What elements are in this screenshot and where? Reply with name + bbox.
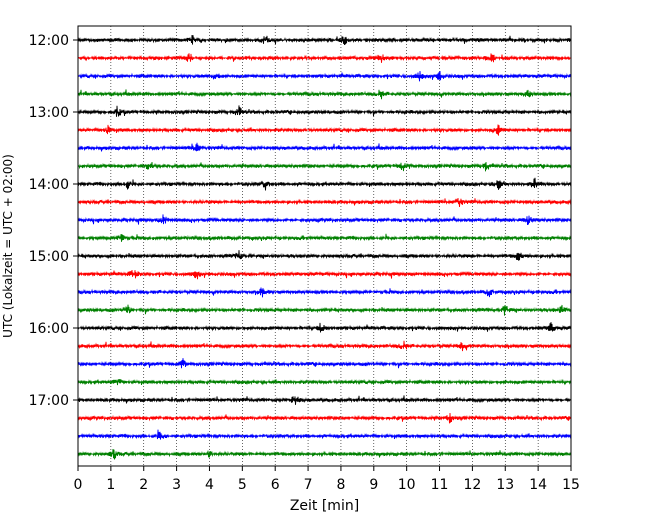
- trace-row-1300: [77, 105, 572, 117]
- x-tick-label: 1: [106, 477, 115, 493]
- plot-frame: [77, 25, 572, 467]
- trace-rows: [77, 35, 572, 460]
- trace-row-1545: [77, 304, 572, 316]
- x-axis-ticks: 0 1 2 3 4 5 6 7 8 9 10 11 12 13 14 15: [74, 466, 580, 493]
- x-axis-label: Zeit [min]: [290, 498, 359, 514]
- trace-row-1500: [77, 250, 572, 261]
- y-tick-label: 13:00: [29, 105, 69, 121]
- trace-row-1615: [77, 340, 572, 352]
- x-tick-label: 15: [562, 477, 580, 493]
- x-tick-label: 0: [74, 477, 83, 493]
- y-tick-label: 14:00: [29, 177, 69, 193]
- x-tick-label: 8: [336, 477, 345, 493]
- vertical-grid: [110, 26, 539, 466]
- x-tick-label: 2: [139, 477, 148, 493]
- trace-row-1700: [77, 395, 572, 405]
- trace-row-1345: [77, 161, 572, 172]
- trace-row-1330: [77, 142, 572, 152]
- x-tick-label: 3: [172, 477, 181, 493]
- trace-row-1515: [77, 270, 572, 280]
- trace-row-1645: [77, 378, 572, 386]
- y-axis-label: UTC (Lokalzeit = UTC + 02:00): [1, 154, 15, 338]
- y-tick-label: 16:00: [29, 321, 69, 337]
- trace-row-1600: [77, 322, 572, 333]
- trace-row-1530: [77, 287, 572, 298]
- x-tick-label: 10: [398, 477, 416, 493]
- trace-row-1230: [77, 70, 572, 82]
- trace-row-1400: [77, 177, 572, 191]
- trace-row-1215: [77, 53, 572, 63]
- trace-row-1630: [77, 358, 572, 369]
- trace-row-1745: [77, 449, 572, 460]
- trace-row-1245: [77, 89, 572, 100]
- trace-row-1715: [77, 413, 572, 424]
- x-tick-label: 11: [431, 477, 449, 493]
- x-tick-label: 9: [369, 477, 378, 493]
- y-tick-label: 17:00: [29, 393, 69, 409]
- y-axis-ticks: 12:00 13:00 14:00 15:00 16:00 17:00: [29, 33, 78, 409]
- x-tick-label: 5: [238, 477, 247, 493]
- trace-row-1415: [77, 197, 572, 208]
- x-tick-label: 14: [529, 477, 547, 493]
- y-tick-label: 15:00: [29, 249, 69, 265]
- x-tick-label: 4: [205, 477, 214, 493]
- x-tick-label: 13: [496, 477, 514, 493]
- x-tick-label: 6: [271, 477, 280, 493]
- trace-row-1430: [77, 214, 572, 226]
- trace-row-1445: [77, 233, 572, 242]
- x-tick-label: 12: [463, 477, 481, 493]
- trace-row-1315: [77, 124, 572, 136]
- x-tick-label: 7: [304, 477, 313, 493]
- trace-row-1200: [77, 35, 572, 46]
- y-tick-label: 12:00: [29, 33, 69, 49]
- trace-row-1730: [77, 429, 572, 440]
